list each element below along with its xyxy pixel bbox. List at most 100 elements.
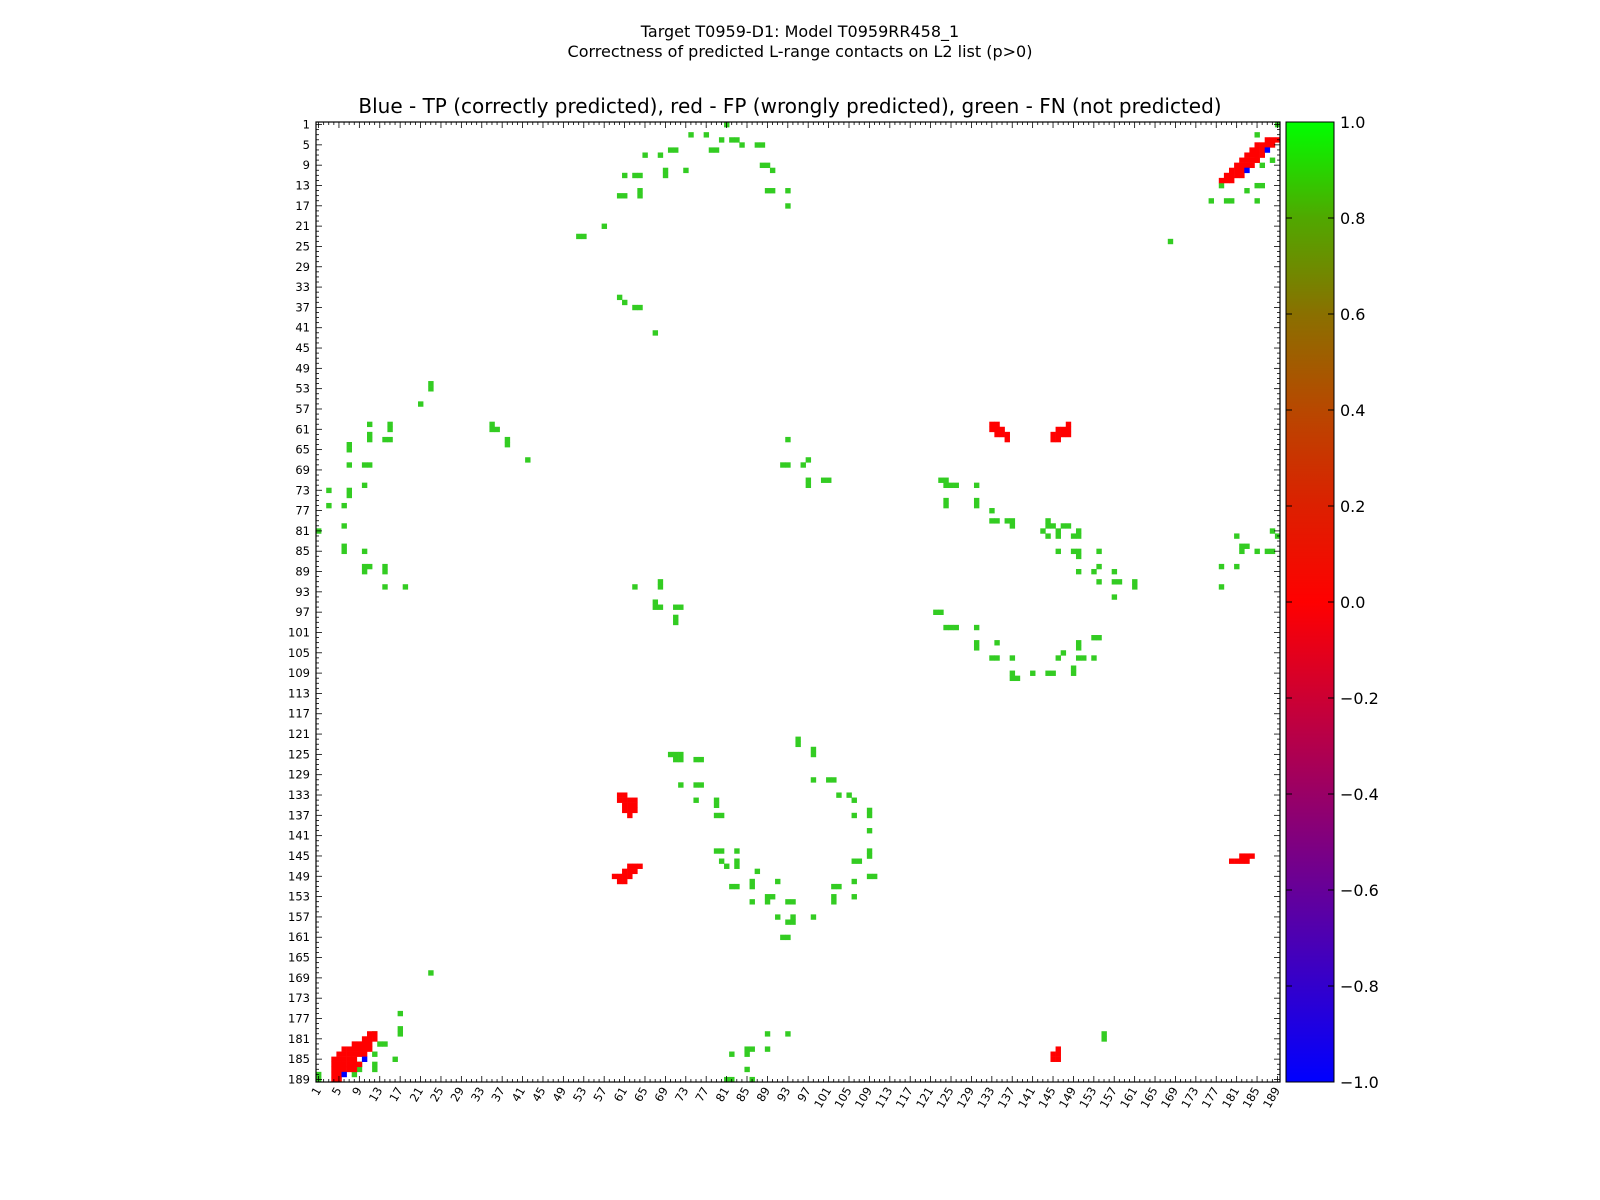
fn-cell [1244,543,1250,549]
fn-cell [831,894,837,900]
fp-cell [1249,162,1255,169]
x-tick-label: 69 [652,1085,671,1105]
fn-cell [397,1026,404,1032]
fn-cell [729,137,735,143]
fp-cell [346,1066,353,1073]
y-tick-label: 97 [295,605,310,619]
fp-cell [1244,853,1250,859]
fn-cell [341,548,347,555]
fp-cell [632,802,638,809]
y-tick-label: 145 [288,849,310,863]
fn-cell [764,894,771,900]
fn-cell [346,487,353,494]
fn-cell [1223,198,1230,204]
fn-cell [673,756,679,763]
fn-cell [1075,533,1082,539]
fn-cell [953,482,959,489]
fn-cell [494,426,500,433]
fp-cell [1244,152,1250,158]
fn-cell [790,914,796,920]
fn-cell [1228,198,1235,204]
fp-cell [1264,137,1271,143]
fn-cell [698,782,704,788]
x-tick-label: 109 [852,1085,875,1111]
x-tick-label: 149 [1056,1085,1079,1111]
y-tick-label: 173 [288,991,310,1005]
fp-cell [361,1046,368,1052]
fn-cell [402,584,409,590]
x-tick-label: 13 [366,1085,385,1105]
fp-cell [1055,1046,1061,1052]
fn-cell [1081,655,1087,661]
y-tick-label: 53 [295,382,310,396]
fn-cell [1075,645,1082,651]
fn-cell [1254,182,1260,189]
x-tick-label: 53 [570,1085,589,1105]
fn-cell [713,848,720,854]
fp-cell [367,1036,373,1042]
fn-cell [576,233,582,240]
fn-cell [734,863,740,869]
fp-cell [989,421,995,428]
fn-cell [1004,518,1010,524]
fn-cell [1167,238,1174,245]
fp-cell [1249,152,1255,158]
fp-cell [1218,177,1225,184]
fn-cell [489,421,495,428]
fn-cell [1060,650,1067,656]
fp-cell [351,1046,358,1052]
x-tick-label: 1 [308,1085,324,1098]
fn-cell [851,797,857,803]
fn-cell [341,543,347,549]
fn-cell [346,447,353,453]
fn-cell [989,655,995,661]
y-tick-label: 9 [303,158,310,172]
fn-cell [632,304,638,311]
fn-cell [652,604,659,610]
fn-cell [1070,533,1077,539]
fn-cell [785,899,791,905]
fn-cell [1264,548,1271,555]
fn-cell [372,1061,378,1068]
fn-cell [973,640,980,646]
y-tick-label: 101 [288,625,310,639]
fp-cell [1254,157,1260,163]
fp-cell [361,1036,368,1042]
fn-cell [785,436,791,443]
fn-cell [1075,548,1082,555]
colorbar-tick-label: 0.4 [1340,401,1365,420]
fp-cell [341,1051,347,1057]
fn-cell [657,584,664,590]
fp-cell [341,1066,347,1073]
fn-cell [525,457,531,463]
fp-cell [356,1051,363,1057]
fn-cell [1116,579,1123,585]
x-tick-label: 145 [1036,1085,1059,1111]
fn-cell [1269,157,1276,163]
fn-cell [805,477,812,483]
fp-cell [367,1041,373,1047]
fn-cell [367,436,373,443]
fn-cell [866,828,873,834]
fn-cell [764,899,771,905]
fn-cell [749,878,755,885]
fn-cell [1075,528,1082,534]
fn-cell [943,477,949,483]
fp-cell [616,878,623,885]
fn-cell [652,330,659,336]
fn-cell [326,487,332,494]
fp-cell [1239,162,1245,169]
fp-cell [367,1031,373,1037]
fn-cell [785,203,791,209]
fn-cell [361,568,368,575]
colorbar-tick-label: −0.4 [1340,785,1379,804]
fn-cell [637,188,643,194]
fp-cell [1234,172,1240,179]
fn-cell [943,482,949,489]
fn-cell [341,523,347,529]
x-tick-label: 73 [672,1085,691,1105]
fn-cell [795,741,801,748]
fn-cell [1050,670,1056,676]
fn-cell [346,462,353,468]
figure-title: Target T0959-D1: Model T0959RR458_1 [640,22,960,41]
